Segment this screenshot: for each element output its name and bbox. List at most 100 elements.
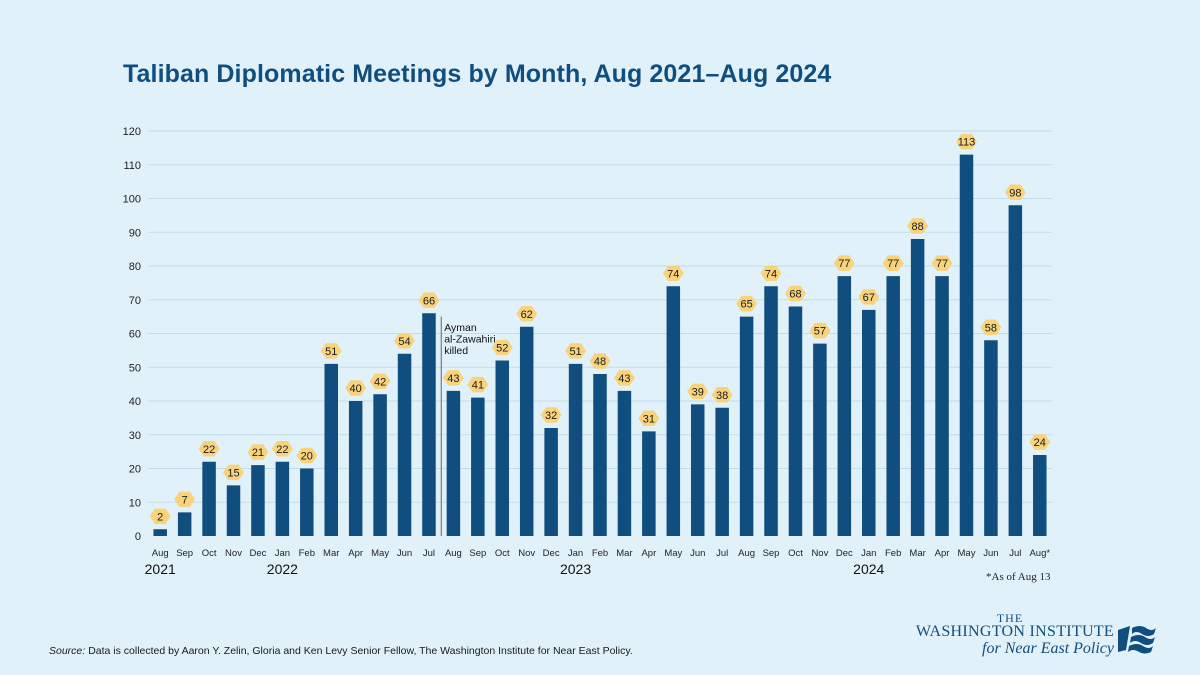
data-label: 20 [301,451,313,463]
data-label-badge [1029,434,1051,450]
x-tick-label: May [958,548,976,559]
data-label-badge [809,322,831,339]
y-tick-label: 50 [129,362,141,374]
source-note: Source: Data is collected by Aaron Y. Zel… [49,645,633,657]
data-label-badge [736,295,758,312]
data-label-badge [687,383,709,400]
bar [910,239,925,536]
data-label: 22 [203,444,215,456]
data-label-badge [394,333,415,349]
x-tick-label: Sep [176,548,193,559]
data-label: 52 [496,343,508,355]
bar [153,529,167,536]
data-label-badge [174,491,196,508]
y-tick-label: 120 [123,126,141,138]
bar [813,343,827,536]
annotation-text: Ayman [444,322,477,334]
data-label: 40 [350,383,362,395]
data-label-badge [369,373,391,389]
flag-wave-icon [1118,626,1156,654]
y-tick-label: 60 [129,329,141,341]
bar [373,394,387,536]
bar [935,276,949,536]
x-tick-label: Aug [738,548,755,559]
data-label-badge [833,255,855,271]
x-tick-label: Nov [518,548,535,559]
bar [739,316,754,536]
x-tick-label: Dec [836,548,853,559]
data-label: 77 [887,258,899,270]
data-label-badge [589,353,611,369]
y-tick-label: 0 [135,531,141,543]
data-label: 42 [374,376,386,388]
bar [226,485,241,536]
data-label: 22 [276,444,288,456]
data-label: 77 [838,258,850,270]
year-labels: 2021 2022 2023 2024 [145,561,885,577]
bar [300,468,314,536]
data-label-badge [711,387,733,403]
bar [959,154,974,536]
x-tick-label: Mar [909,548,925,559]
bar [446,390,461,536]
data-label: 51 [569,346,581,358]
x-tick-label: Jul [1009,548,1021,559]
x-tick-label: Aug* [1029,548,1050,559]
y-tick-label: 40 [129,396,141,408]
year-label: 2024 [853,561,884,577]
x-tick-label: Apr [348,548,363,559]
y-tick-label: 20 [129,464,141,476]
data-label: 67 [863,292,875,304]
y-tick-label: 100 [123,194,141,206]
x-tick-label: Apr [641,548,656,559]
data-label-badge [638,410,660,427]
bar-chart: 0 10 20 30 40 50 60 70 80 90 100 110 120 Aymanal-Zaw… [123,126,1052,577]
data-label: 54 [398,336,410,348]
bar [642,431,656,536]
bar [471,397,485,536]
x-tick-label: Sep [763,548,780,559]
data-label-badge [345,380,367,396]
x-tick-label: Mar [323,548,339,559]
data-label: 62 [521,309,533,321]
x-tick-label: Sep [469,548,486,559]
x-tick-label: May [664,548,682,559]
x-tick-label: Feb [299,548,315,559]
bar [422,313,436,536]
footnote: *As of Aug 13 [986,571,1051,583]
x-tick-label: Dec [543,548,560,559]
bar [593,374,607,536]
data-label-badge [320,343,342,359]
bar [397,353,412,536]
data-label-badge [931,255,953,271]
x-tick-label: Feb [592,548,608,559]
data-label: 2 [157,511,163,523]
y-tick-label: 110 [123,160,141,172]
y-tick-label: 80 [129,261,141,273]
data-label: 39 [692,386,704,398]
data-label: 41 [472,380,484,392]
data-label-badge [491,339,513,356]
data-label: 68 [789,289,801,301]
data-label: 32 [545,410,557,422]
data-label-badge [296,447,318,464]
y-tick-label: 10 [129,497,141,509]
data-label: 48 [594,356,606,368]
data-label-badge [882,255,904,271]
y-axis-ticks: 0 10 20 30 40 50 60 70 80 90 100 110 120 [123,126,141,543]
bar [1033,455,1047,536]
data-label-badge [858,289,880,305]
year-label: 2022 [267,561,298,577]
bar [251,465,265,536]
bar [715,407,729,536]
y-tick-label: 30 [129,430,141,442]
x-tick-label: Jun [690,548,705,559]
data-label-badge [613,370,635,386]
data-label-badge [565,343,587,359]
bar [568,363,583,536]
data-label-badge [540,407,562,423]
logo-line-2: WASHINGTON INSTITUTE [915,623,1114,640]
bar [666,286,681,536]
data-label: 77 [936,258,948,270]
